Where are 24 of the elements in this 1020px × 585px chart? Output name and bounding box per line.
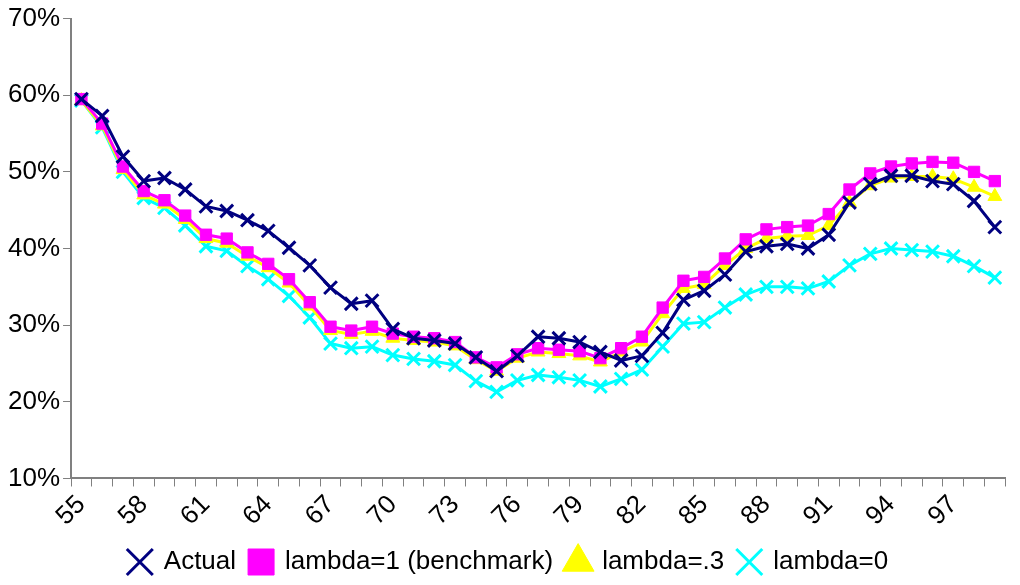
y-tick-label: 20% xyxy=(7,385,61,416)
x-tick-label: 94 xyxy=(858,488,901,531)
legend-label: lambda=.3 xyxy=(602,545,725,576)
legend-label: Actual xyxy=(163,545,237,576)
x-tick-label: 70 xyxy=(360,488,403,531)
legend-label: lambda=0 xyxy=(773,545,889,576)
y-tick-label: 30% xyxy=(7,308,61,339)
y-tick-label: 70% xyxy=(7,1,61,32)
x-tick-label: 91 xyxy=(796,488,839,531)
x-tick-label: 79 xyxy=(547,488,589,531)
y-tick-label: 50% xyxy=(7,155,61,186)
legend-label: lambda=1 (benchmark) xyxy=(285,545,554,576)
y-tick-label: 40% xyxy=(7,231,61,262)
x-tick-label: 82 xyxy=(609,488,652,531)
x-tick-label: 88 xyxy=(734,488,776,531)
x-tick-label: 64 xyxy=(235,488,278,531)
x-tick-label: 85 xyxy=(671,488,714,531)
x-tick-label: 67 xyxy=(298,488,340,531)
x-tick-label: 61 xyxy=(173,488,216,531)
x-tick-label: 58 xyxy=(111,488,154,531)
y-tick-label: 60% xyxy=(7,78,61,109)
x-tick-label: 73 xyxy=(422,488,465,531)
x-tick-label: 97 xyxy=(920,488,963,531)
x-tick-label: 76 xyxy=(485,488,527,531)
